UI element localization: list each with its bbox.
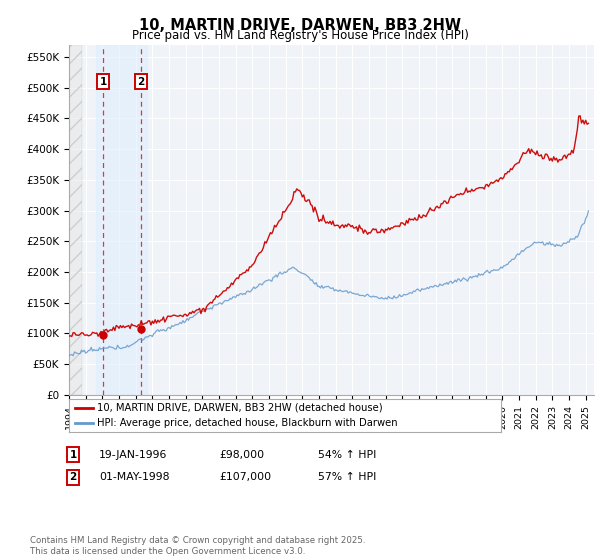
- Bar: [69, 45, 82, 395]
- Bar: [95, 45, 147, 395]
- Text: 57% ↑ HPI: 57% ↑ HPI: [318, 472, 376, 482]
- Text: 01-MAY-1998: 01-MAY-1998: [99, 472, 170, 482]
- Text: £98,000: £98,000: [219, 450, 264, 460]
- Text: HPI: Average price, detached house, Blackburn with Darwen: HPI: Average price, detached house, Blac…: [97, 418, 398, 428]
- Text: 19-JAN-1996: 19-JAN-1996: [99, 450, 167, 460]
- Text: Price paid vs. HM Land Registry's House Price Index (HPI): Price paid vs. HM Land Registry's House …: [131, 29, 469, 42]
- Text: 1: 1: [100, 77, 107, 87]
- Text: 10, MARTIN DRIVE, DARWEN, BB3 2HW (detached house): 10, MARTIN DRIVE, DARWEN, BB3 2HW (detac…: [97, 403, 383, 413]
- Text: 10, MARTIN DRIVE, DARWEN, BB3 2HW: 10, MARTIN DRIVE, DARWEN, BB3 2HW: [139, 18, 461, 33]
- Text: 2: 2: [137, 77, 145, 87]
- Text: 2: 2: [70, 472, 77, 482]
- Text: £107,000: £107,000: [219, 472, 271, 482]
- Text: 54% ↑ HPI: 54% ↑ HPI: [318, 450, 376, 460]
- Text: Contains HM Land Registry data © Crown copyright and database right 2025.
This d: Contains HM Land Registry data © Crown c…: [30, 536, 365, 556]
- Text: 1: 1: [70, 450, 77, 460]
